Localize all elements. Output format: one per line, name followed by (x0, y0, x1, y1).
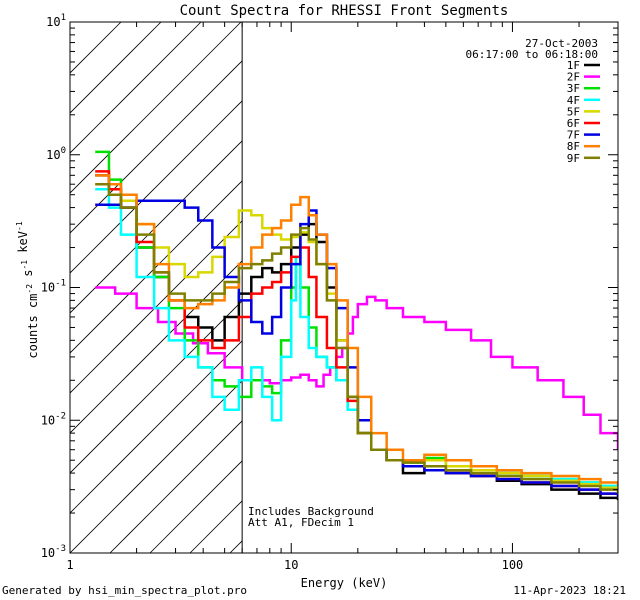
legend-label: 6F (567, 117, 580, 130)
hatch-line (70, 180, 243, 354)
timestamp-label: 11-Apr-2023 18:21 (513, 584, 626, 597)
time-range-label: 06:17:00 to 06:18:00 (466, 48, 598, 61)
y-tick-label: 101 (46, 13, 66, 29)
legend-label: 9F (567, 152, 580, 165)
legend-label: 3F (567, 82, 580, 95)
date-label: 27-Oct-2003 (525, 37, 598, 50)
hatch-line (70, 260, 243, 434)
hatch-line (70, 22, 162, 114)
hatch-line (70, 22, 202, 154)
x-tick-label: 1 (66, 558, 73, 572)
hatch-line (109, 420, 243, 553)
y-tick-label: 100 (46, 146, 66, 162)
hatch-line (70, 100, 243, 274)
x-tick-label: 10 (284, 558, 298, 572)
series-9F-line (95, 182, 618, 494)
series-5F-line (95, 182, 618, 490)
hatch-line (550, 22, 640, 553)
hatch-line (70, 340, 243, 514)
series-4F-line (95, 187, 618, 490)
hatched-region (70, 22, 640, 553)
hatch-line (70, 220, 243, 394)
x-axis-label: Energy (keV) (301, 576, 388, 590)
hatch-line (70, 300, 243, 474)
hatch-line (70, 380, 243, 553)
y-axis-label: counts cm-2 s-1 keV-1 (15, 221, 40, 358)
series-8F-line (95, 174, 618, 486)
generator-label: Generated by hsi_min_spectra_plot.pro (2, 584, 247, 597)
hatch-line (149, 460, 243, 553)
annotation-background: Includes Background (248, 505, 374, 518)
hatch-line (70, 22, 242, 194)
series-2F-line (95, 286, 618, 450)
legend-label: 1F (567, 59, 580, 72)
y-tick-label: 10-3 (41, 544, 66, 560)
x-tick-label: 100 (502, 558, 524, 572)
y-tick-label: 10-2 (41, 411, 66, 427)
legend-label: 2F (567, 71, 580, 84)
legend-label: 4F (567, 94, 580, 107)
y-tick-label: 10-1 (41, 279, 66, 295)
annotation-attenuator: Att A1, FDecim 1 (248, 516, 354, 529)
legend-label: 8F (567, 140, 580, 153)
legend-label: 7F (567, 129, 580, 142)
series-1F-line (95, 174, 618, 501)
chart-title: Count Spectra for RHESSI Front Segments (180, 3, 509, 19)
legend-label: 5F (567, 105, 580, 118)
hatch-line (70, 60, 243, 234)
